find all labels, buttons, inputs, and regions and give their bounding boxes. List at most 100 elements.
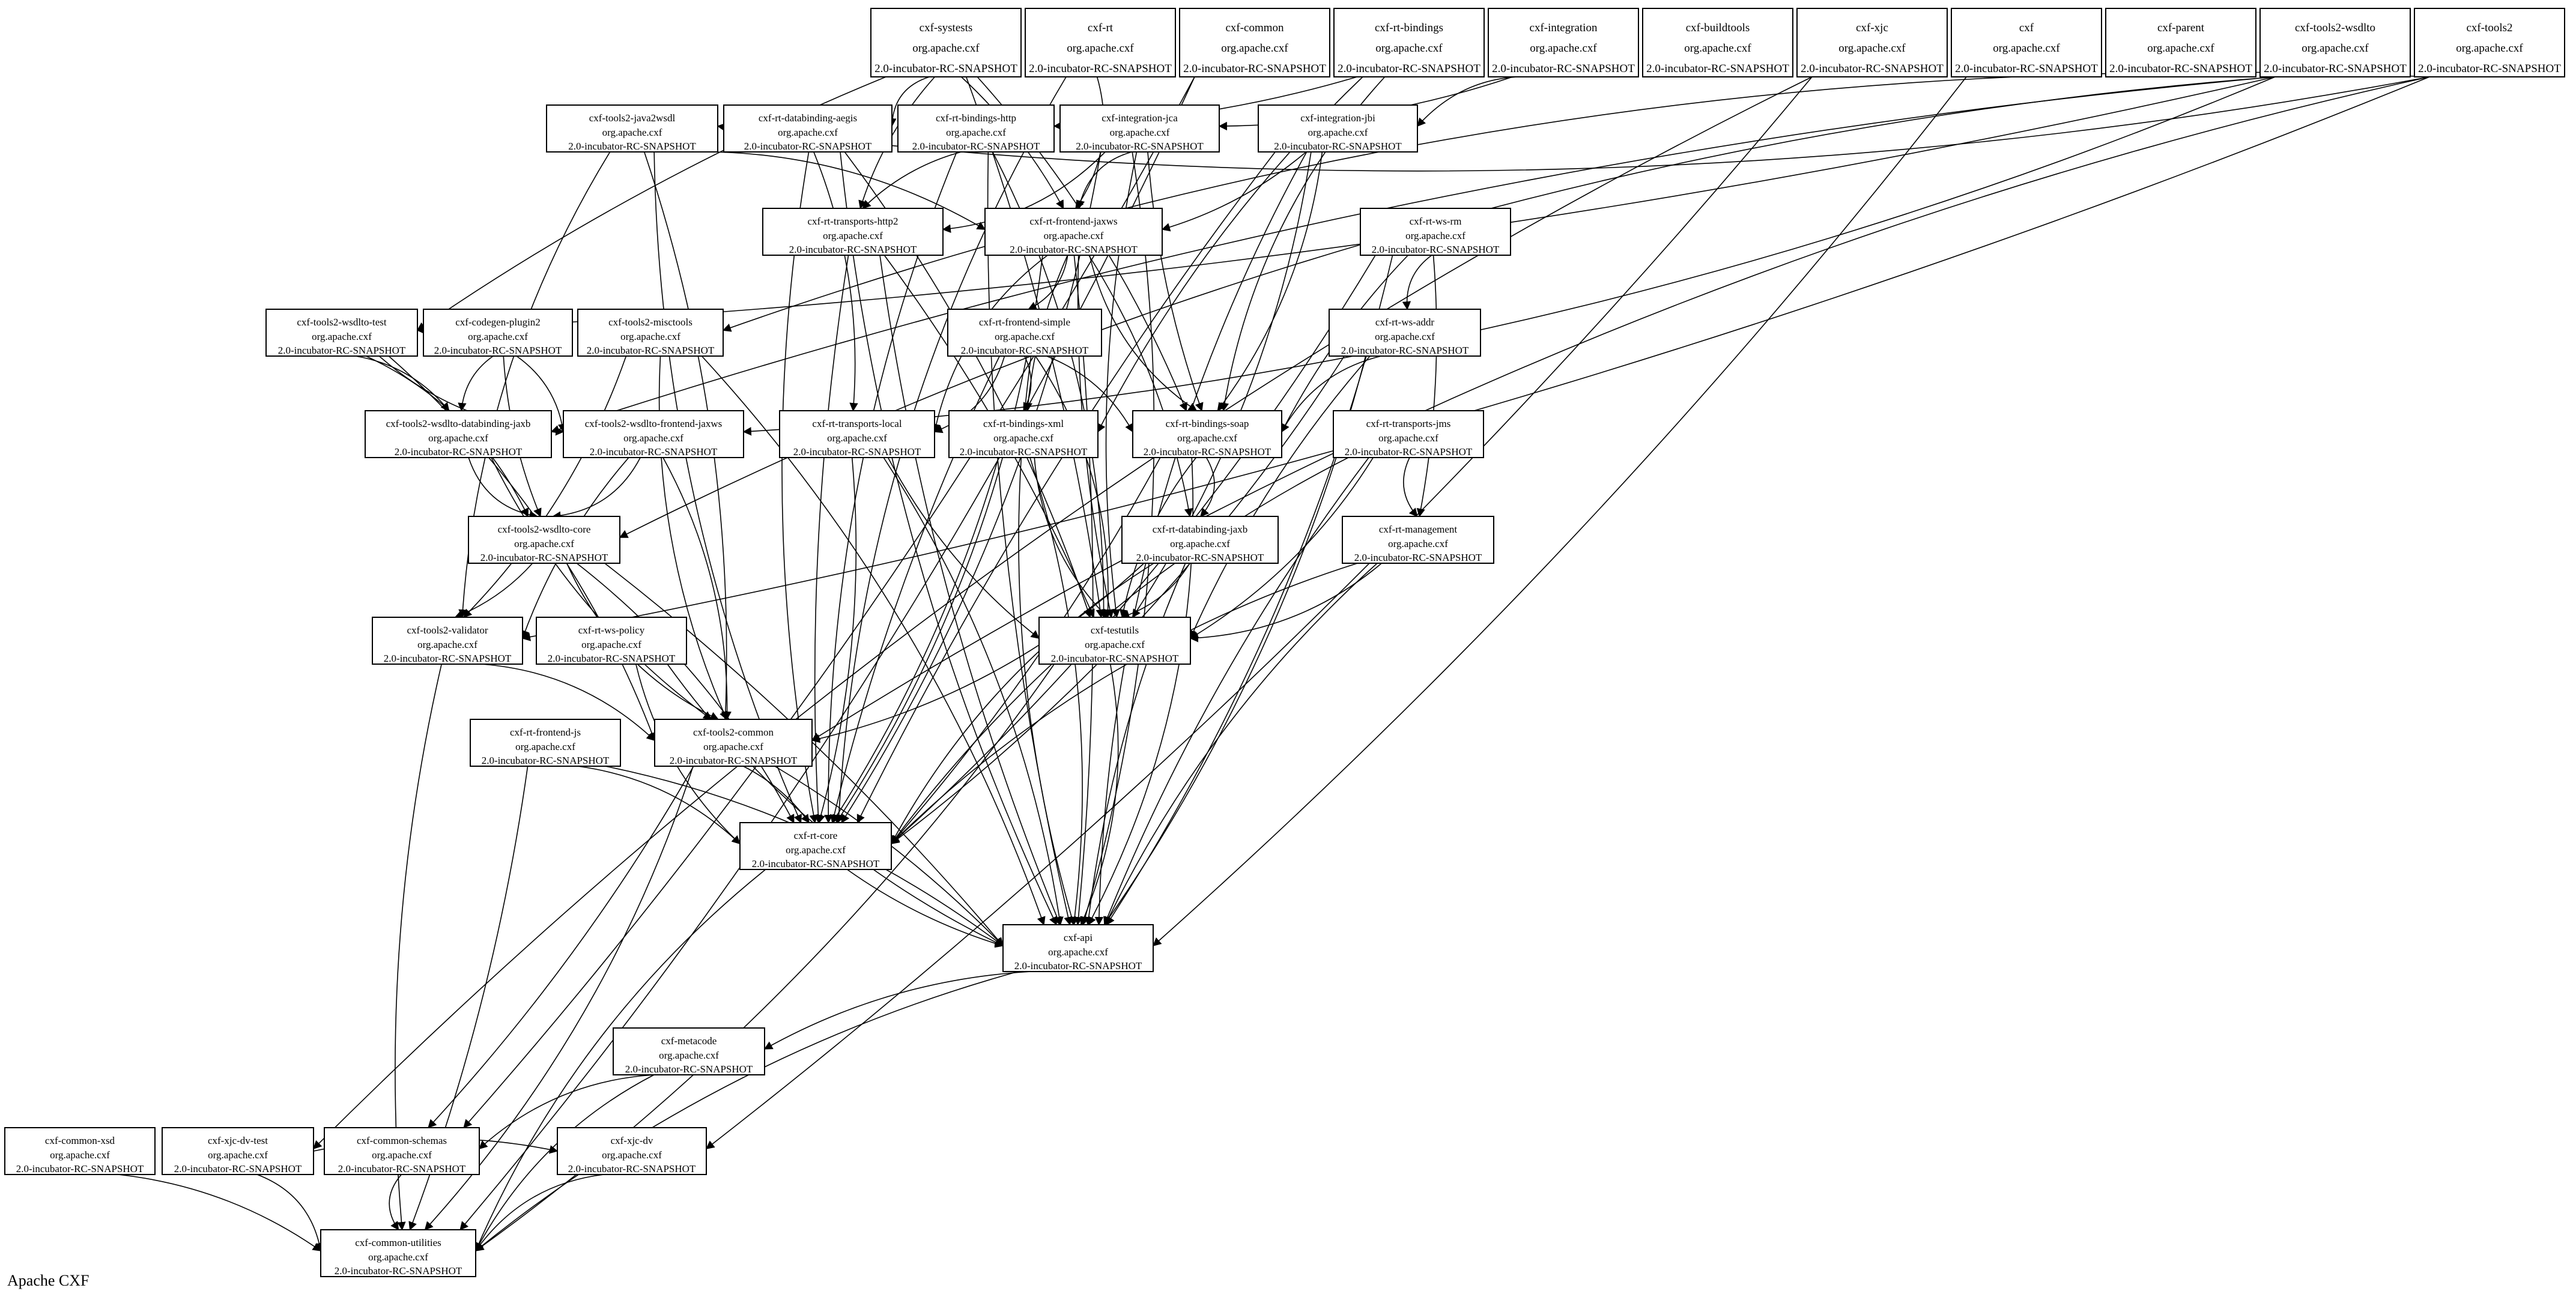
node-cxf-common-xsd: cxf-common-xsd org.apache.cxf 2.0-incubato… — [4, 1127, 156, 1175]
edge-cxf-xjc-dv-test-to-cxf-common-utilities — [256, 1174, 324, 1252]
edge-cxf-tools2-common-to-cxf-api — [774, 766, 1004, 947]
node-group-id: org.apache.cxf — [786, 844, 846, 856]
node-cxf-xjc-dv-test: cxf-xjc-dv-test org.apache.cxf 2.0-incubat… — [162, 1127, 314, 1175]
edge-cxf-rt-management-to-cxf-api — [1105, 563, 1378, 926]
edge-cxf-tools2-wsdlto-core-to-cxf-rt-core — [576, 563, 795, 824]
node-cxf-rt-ws-policy: cxf-rt-ws-policy org.apache.cxf 2.0-incuba… — [536, 617, 687, 665]
edge-cxf-rt-databinding-aegis-to-cxf-rt-transports-local — [813, 151, 858, 412]
node-group-id: org.apache.cxf — [1110, 127, 1170, 138]
node-box — [654, 719, 813, 767]
node-box — [546, 104, 718, 153]
edge-cxf-tools2-wsdlto-test-to-cxf-tools2-wsdlto-databinding-jaxb — [356, 355, 450, 412]
node-group-id: org.apache.cxf — [1170, 538, 1230, 549]
node-group-id: org.apache.cxf — [1993, 42, 2060, 55]
node-artifact-id: cxf-rt-bindings-soap — [1166, 418, 1249, 429]
node-version: 2.0-incubator-RC-SNAPSHOT — [1136, 552, 1264, 563]
node-artifact-id: cxf-rt-frontend-simple — [979, 316, 1070, 328]
node-version: 2.0-incubator-RC-SNAPSHOT — [482, 755, 610, 766]
node-group-id: org.apache.cxf — [581, 639, 641, 650]
node-artifact-id: cxf-tools2 — [2466, 22, 2512, 34]
node-cxf-rt: cxf-rt org.apache.cxf 2.0-incubator-RC-SNA… — [1025, 8, 1176, 77]
node-artifact-id: cxf-xjc — [1856, 22, 1888, 34]
node-version: 2.0-incubator-RC-SNAPSHOT — [395, 446, 523, 458]
edge-cxf-tools2-misctools-to-cxf-tools2-validator — [463, 355, 627, 618]
node-cxf-rt-bindings-http: cxf-rt-bindings-http org.apache.cxf 2.0-in… — [897, 104, 1055, 153]
node-group-id: org.apache.cxf — [620, 331, 680, 342]
node-cxf-common-schemas: cxf-common-schemas org.apache.cxf 2.0-incu… — [324, 1127, 480, 1175]
node-artifact-id: cxf-tools2-wsdlto — [2295, 22, 2375, 34]
node-group-id: org.apache.cxf — [428, 432, 488, 444]
node-box — [2259, 8, 2411, 77]
node-box — [1329, 309, 1481, 357]
node-box — [1038, 617, 1191, 665]
node-artifact-id: cxf-common-xsd — [45, 1135, 115, 1146]
node-version: 2.0-incubator-RC-SNAPSHOT — [587, 345, 715, 356]
node-version: 2.0-incubator-RC-SNAPSHOT — [1354, 552, 1482, 563]
node-artifact-id: cxf-rt-databinding-jaxb — [1153, 524, 1248, 535]
node-group-id: org.apache.cxf — [1405, 230, 1465, 241]
node-cxf-rt-bindings-xml: cxf-rt-bindings-xml org.apache.cxf 2.0-inc… — [948, 410, 1099, 458]
node-box — [372, 617, 523, 665]
node-artifact-id: cxf-codegen-plugin2 — [455, 316, 541, 328]
edge-cxf-tools2-to-cxf-tools2-common — [811, 76, 2430, 741]
node-artifact-id: cxf-rt-bindings — [1375, 22, 1443, 34]
node-artifact-id: cxf-rt-core — [794, 830, 838, 841]
node-box — [1059, 104, 1220, 153]
node-group-id: org.apache.cxf — [1044, 230, 1104, 241]
node-artifact-id: cxf-integration-jca — [1102, 112, 1178, 124]
node-box — [162, 1127, 314, 1175]
node-cxf-tools2-wsdlto: cxf-tools2-wsdlto org.apache.cxf 2.0-incub… — [2259, 8, 2411, 77]
node-group-id: org.apache.cxf — [946, 127, 1006, 138]
edge-cxf-rt-databinding-jaxb-to-cxf-testutils — [1120, 563, 1190, 619]
node-cxf-tools2-wsdlto-test: cxf-tools2-wsdlto-test org.apache.cxf 2.0-… — [265, 309, 418, 357]
node-version: 2.0-incubator-RC-SNAPSHOT — [16, 1163, 144, 1175]
node-box — [1951, 8, 2102, 77]
edge-cxf-api-to-cxf-metacode — [763, 971, 1032, 1050]
node-version: 2.0-incubator-RC-SNAPSHOT — [2109, 62, 2252, 75]
node-artifact-id: cxf-rt-databinding-aegis — [759, 112, 857, 124]
edge-cxf-rt-ws-rm-to-cxf-rt-management — [1416, 255, 1437, 518]
edge-cxf-rt-bindings-xml-to-cxf-testutils — [1034, 457, 1108, 618]
node-artifact-id: cxf-common-utilities — [355, 1237, 441, 1248]
node-cxf-rt-ws-rm: cxf-rt-ws-rm org.apache.cxf 2.0-incubator-… — [1360, 208, 1511, 256]
node-group-id: org.apache.cxf — [514, 538, 574, 549]
node-version: 2.0-incubator-RC-SNAPSHOT — [338, 1163, 466, 1175]
node-artifact-id: cxf-systests — [920, 22, 973, 34]
node-version: 2.0-incubator-RC-SNAPSHOT — [548, 653, 676, 664]
edge-cxf-rt-transports-local-to-cxf-api — [883, 457, 1064, 926]
node-artifact-id: cxf-buildtools — [1686, 22, 1750, 34]
node-cxf-rt-frontend-js: cxf-rt-frontend-js org.apache.cxf 2.0-incu… — [470, 719, 621, 767]
node-box — [577, 309, 724, 357]
edge-cxf-api-to-cxf-common-utilities — [474, 971, 1019, 1252]
node-version: 2.0-incubator-RC-SNAPSHOT — [961, 345, 1089, 356]
node-box — [423, 309, 573, 357]
node-cxf-systests: cxf-systests org.apache.cxf 2.0-incubator-… — [870, 8, 1022, 77]
node-cxf-testutils: cxf-testutils org.apache.cxf 2.0-incubator… — [1038, 617, 1191, 665]
node-cxf-tools2: cxf-tools2 org.apache.cxf 2.0-incubator-RC… — [2414, 8, 2565, 77]
node-group-id: org.apache.cxf — [208, 1149, 268, 1161]
edge-cxf-rt-frontend-jaxws-to-cxf-rt-bindings-soap — [1089, 255, 1198, 411]
edge-cxf-tools2-common-to-cxf-common-schemas — [428, 766, 694, 1129]
node-box — [1333, 410, 1484, 458]
edge-cxf-rt-transports-jms-to-cxf-api — [1103, 457, 1369, 926]
node-cxf-rt-management: cxf-rt-management org.apache.cxf 2.0-incub… — [1342, 516, 1494, 564]
node-version: 2.0-incubator-RC-SNAPSHOT — [1345, 446, 1473, 458]
node-group-id: org.apache.cxf — [2147, 42, 2214, 55]
node-box — [1025, 8, 1176, 77]
node-version: 2.0-incubator-RC-SNAPSHOT — [670, 755, 798, 766]
edge-cxf-tools2-misctools-to-cxf-api — [701, 355, 1046, 926]
edge-cxf-rt-ws-rm-to-cxf-rt-core — [890, 255, 1376, 845]
node-version: 2.0-incubator-RC-SNAPSHOT — [1051, 653, 1179, 664]
node-artifact-id: cxf-parent — [2157, 22, 2205, 34]
node-box — [947, 309, 1102, 357]
edge-cxf-rt-core-to-cxf-api — [846, 869, 1004, 948]
node-cxf-rt-transports-http2: cxf-rt-transports-http2 org.apache.cxf 2.0… — [762, 208, 944, 256]
node-box — [324, 1127, 480, 1175]
node-version: 2.0-incubator-RC-SNAPSHOT — [1646, 62, 1789, 75]
edge-cxf-rt-ws-addr-to-cxf-testutils — [1189, 355, 1371, 639]
node-box — [1333, 8, 1485, 77]
node-group-id: org.apache.cxf — [515, 741, 575, 752]
edge-cxf-rt-bindings-soap-to-cxf-rt-databinding-jaxb — [1200, 457, 1215, 518]
node-cxf: cxf org.apache.cxf 2.0-incubator-RC-SNAPSH… — [1951, 8, 2102, 77]
